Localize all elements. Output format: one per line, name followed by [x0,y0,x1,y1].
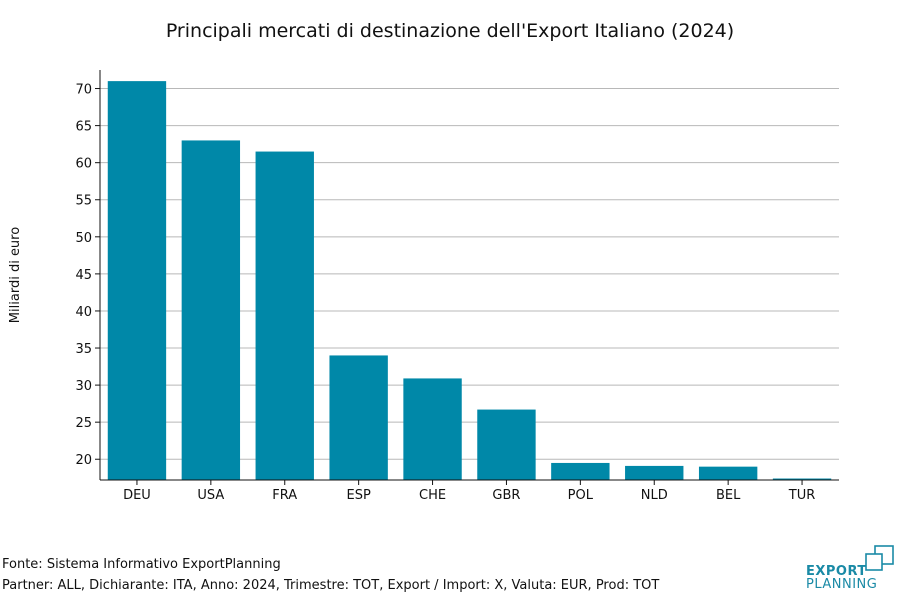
bar-bel [698,466,758,480]
y-tick-label: 55 [75,194,92,209]
bar-pol [551,462,610,480]
x-tick-label: BEL [716,488,741,503]
footer-details: Partner: ALL, Dichiarante: ITA, Anno: 20… [2,578,660,593]
x-tick-label: ESP [346,488,370,503]
axes: 20 25 30 35 40 45 50 55 60 65 70 DEU USA FRA ESP CHE GBR… [75,70,839,503]
y-tick-label: 50 [75,231,92,246]
y-tick-label: 60 [75,157,92,172]
y-tick-label: 70 [75,83,92,98]
chart-title: Principali mercati di destinazione dell'… [165,20,735,42]
bar-che [403,378,462,480]
x-tick-label: USA [197,488,224,503]
footer-source: Fonte: Sistema Informativo ExportPlannin… [2,557,281,572]
y-tick-label: 25 [75,416,92,431]
x-tick-label: CHE [419,488,446,503]
y-axis-label: Miliardi di euro [8,227,23,323]
x-tick-label: NLD [641,488,668,503]
bar-tur [772,478,832,480]
exportplanning-logo: EXPORT PLANNING [800,544,898,594]
bar-esp [329,355,388,480]
y-tick-label: 20 [75,453,92,468]
x-tick-label: GBR [492,488,520,503]
logo-squares-icon [865,545,894,571]
y-tick-label: 35 [75,342,92,357]
y-tick-label: 40 [75,305,92,320]
bar-fra [255,151,314,480]
bars [107,81,832,480]
x-tick-label: FRA [272,488,297,503]
bar-deu [107,81,167,480]
y-tick-label: 30 [75,379,92,394]
bar-usa [181,140,241,480]
x-tick-label: TUR [788,488,816,503]
y-tick-label: 65 [75,120,92,135]
logo-text-planning: PLANNING [806,577,878,592]
x-tick-label: DEU [123,488,151,503]
bar-gbr [477,409,536,480]
bar-nld [625,465,684,480]
y-tick-label: 45 [75,268,92,283]
logo-text-export: EXPORT [806,564,867,579]
x-tick-label: POL [568,488,594,503]
